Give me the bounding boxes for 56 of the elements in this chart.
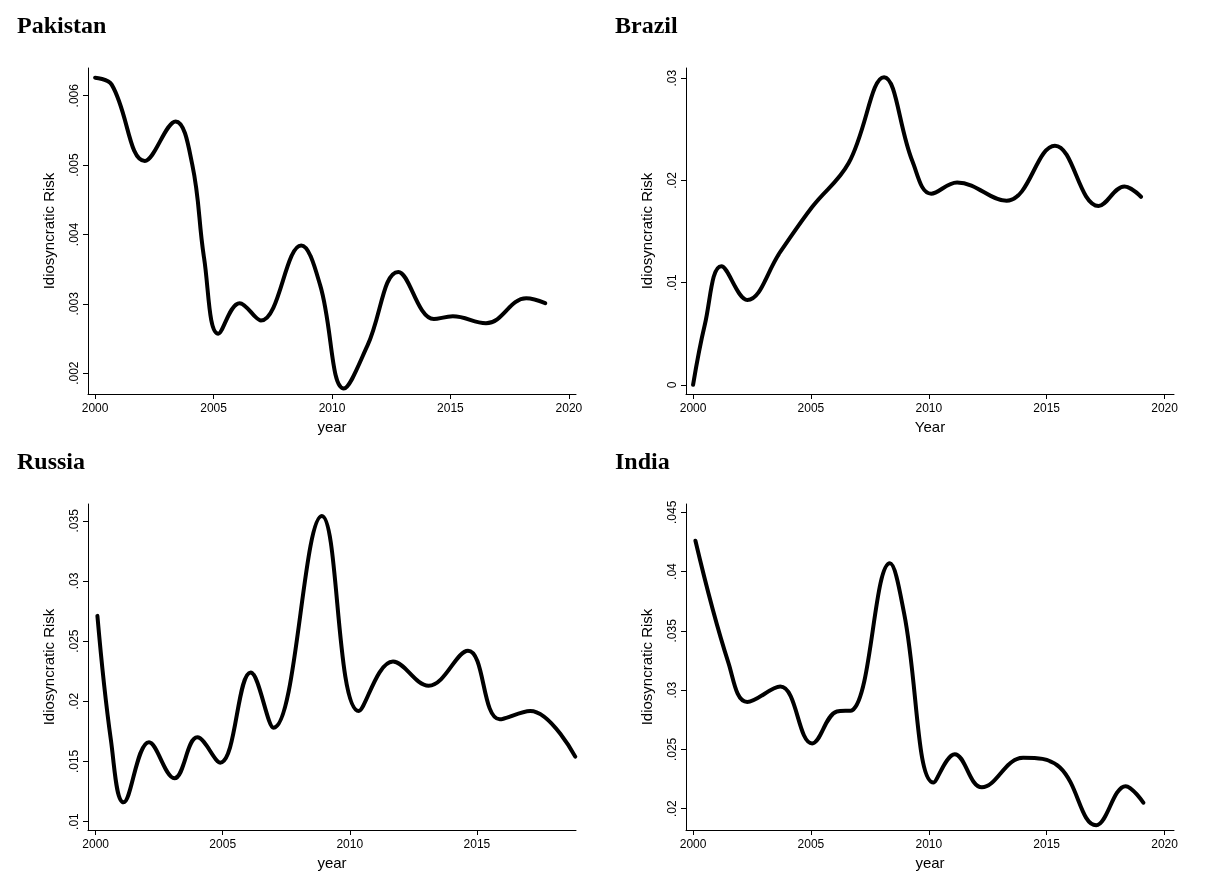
x-tick-label: 2005 bbox=[200, 401, 228, 415]
line-series bbox=[691, 75, 1143, 387]
y-tick-label: .01 bbox=[665, 273, 679, 291]
y-tick-label: .035 bbox=[665, 618, 679, 643]
chart-title: Pakistan bbox=[17, 12, 107, 38]
y-tick-label: .025 bbox=[67, 629, 81, 653]
y-tick-label: .02 bbox=[67, 692, 81, 710]
line-series bbox=[693, 538, 1146, 828]
x-tick-label: 2000 bbox=[679, 837, 707, 851]
x-axis-title: year bbox=[317, 417, 347, 435]
x-tick-label: 2010 bbox=[336, 837, 364, 851]
chart-title: India bbox=[615, 448, 670, 474]
x-tick-label: 2010 bbox=[915, 837, 943, 851]
y-tick-label: .045 bbox=[665, 500, 679, 524]
y-tick-label: .03 bbox=[665, 69, 679, 87]
y-tick-label: .002 bbox=[67, 361, 81, 385]
x-tick-label: 2020 bbox=[555, 401, 583, 415]
x-tick-label: 2010 bbox=[318, 401, 346, 415]
x-tick-label: 2005 bbox=[797, 401, 825, 415]
y-tick-label: .015 bbox=[67, 749, 81, 774]
x-tick-label: 2000 bbox=[82, 837, 110, 851]
x-tick-label: 2015 bbox=[1033, 837, 1061, 851]
x-axis-title: year bbox=[317, 853, 347, 871]
x-tick-label: 2000 bbox=[679, 401, 707, 415]
x-tick-label: 2015 bbox=[463, 837, 491, 851]
x-tick-label: 2015 bbox=[1033, 401, 1061, 415]
y-tick-label: .02 bbox=[665, 800, 679, 818]
y-tick-label: .025 bbox=[665, 737, 679, 762]
x-tick-label: 2005 bbox=[797, 837, 825, 851]
y-tick-label: .03 bbox=[67, 572, 81, 590]
x-tick-label: 2020 bbox=[1151, 837, 1179, 851]
y-tick-label: .003 bbox=[67, 291, 81, 316]
y-tick-label: .005 bbox=[67, 153, 81, 177]
y-axis-title: Idiosyncratic Risk bbox=[40, 172, 57, 290]
x-tick-label: 2005 bbox=[209, 837, 237, 851]
y-tick-label: .035 bbox=[67, 508, 81, 533]
line-series bbox=[93, 75, 548, 391]
y-axis-title: Idiosyncratic Risk bbox=[638, 172, 655, 290]
y-tick-label: .01 bbox=[67, 812, 81, 830]
x-axis-title: Year bbox=[914, 417, 946, 435]
y-tick-label: .004 bbox=[67, 222, 81, 247]
y-axis-title: Idiosyncratic Risk bbox=[40, 608, 57, 726]
x-tick-label: 2020 bbox=[1151, 401, 1179, 415]
x-tick-label: 2015 bbox=[437, 401, 465, 415]
y-tick-label: .03 bbox=[665, 681, 679, 699]
chart-title: Russia bbox=[17, 448, 86, 474]
x-tick-label: 2010 bbox=[915, 401, 943, 415]
y-tick-label: 0 bbox=[665, 381, 679, 389]
chart-title: Brazil bbox=[615, 12, 678, 38]
line-series bbox=[95, 514, 578, 805]
y-tick-label: .006 bbox=[67, 83, 81, 108]
y-tick-label: .04 bbox=[665, 562, 679, 580]
x-tick-label: 2000 bbox=[81, 401, 109, 415]
y-axis-title: Idiosyncratic Risk bbox=[638, 608, 655, 726]
x-axis-title: year bbox=[915, 853, 945, 871]
y-tick-label: .02 bbox=[665, 171, 679, 189]
